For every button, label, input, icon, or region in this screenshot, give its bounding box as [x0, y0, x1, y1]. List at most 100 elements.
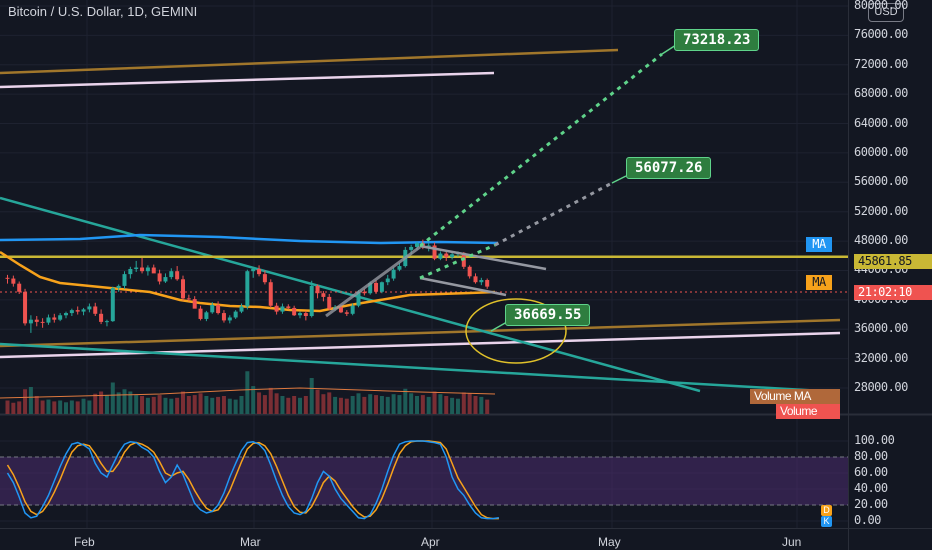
- volume-badge: Volume: [776, 404, 840, 419]
- candle-body: [46, 317, 51, 323]
- callout-pointer-high: [661, 44, 677, 55]
- projection-line-mid: [494, 181, 613, 247]
- currency-button[interactable]: USD: [868, 3, 904, 22]
- volume-ma-line: [0, 387, 496, 399]
- candle-body: [227, 317, 232, 321]
- volume-bar: [485, 399, 490, 414]
- price-tick-label: 60000.00: [854, 144, 908, 159]
- volume-bar: [181, 391, 185, 414]
- candle-body: [175, 271, 180, 280]
- price-tick-label: 36000.00: [854, 321, 908, 336]
- callout-target-high[interactable]: 73218.23: [674, 29, 760, 51]
- candle-body: [432, 245, 437, 259]
- volume-bar: [23, 389, 28, 414]
- volume-bar: [5, 400, 10, 414]
- channel-line-upper-brown: [0, 48, 619, 75]
- time-tick-label: Feb: [74, 535, 95, 549]
- candle-body: [5, 277, 10, 279]
- candle-body: [286, 306, 291, 308]
- volume-bar: [81, 398, 86, 414]
- volume-bar: [210, 397, 215, 414]
- ma-long-line: [0, 233, 499, 245]
- volume-bar: [391, 394, 396, 414]
- volume-bar: [426, 396, 431, 414]
- candle-body: [309, 285, 314, 317]
- volume-bar: [333, 396, 338, 414]
- callout-pointer-support: [490, 321, 508, 332]
- volume-bar: [192, 395, 197, 414]
- volume-bar: [455, 398, 460, 414]
- volume-bar: [233, 399, 238, 414]
- channel-line-lower-brown: [0, 318, 841, 348]
- volume-bar: [87, 400, 92, 414]
- callout-support[interactable]: 36669.55: [505, 304, 591, 326]
- oscillator-tick-label: 80.00: [854, 449, 888, 463]
- volume-bar: [315, 389, 320, 414]
- candle-body: [221, 313, 226, 321]
- volume-bar: [11, 402, 16, 414]
- candle-body: [438, 253, 443, 259]
- candle-body: [58, 315, 63, 320]
- stoch-d-badge: D: [821, 505, 832, 516]
- candle-body: [268, 282, 273, 306]
- volume-bar: [122, 389, 127, 414]
- candle-body: [186, 298, 191, 300]
- volume-bar: [145, 397, 150, 414]
- ma-orange-badge: MA: [806, 275, 832, 290]
- volume-bar: [262, 395, 267, 414]
- volume-bar: [93, 393, 98, 414]
- symbol-title[interactable]: Bitcoin / U.S. Dollar, 1D, GEMINI: [8, 4, 198, 19]
- volume-bar: [461, 392, 466, 414]
- candle-body: [379, 282, 384, 292]
- candle-body: [280, 306, 285, 312]
- channel-line-upper-pink: [0, 71, 495, 89]
- volume-bar: [99, 391, 104, 414]
- candle-body: [298, 313, 302, 316]
- volume-bar: [198, 393, 203, 414]
- volume-bar: [309, 378, 314, 414]
- candle-body: [239, 306, 244, 312]
- volume-bar: [175, 397, 180, 414]
- trend-line-descending: [0, 196, 701, 393]
- volume-bar: [52, 401, 57, 414]
- time-tick-label: Jun: [782, 535, 802, 549]
- candle-body: [368, 282, 373, 294]
- time-tick-label: Apr: [421, 535, 440, 549]
- candle-body: [338, 307, 343, 313]
- candle-body: [140, 267, 145, 272]
- candle-body: [245, 271, 250, 307]
- volume-bar: [321, 394, 326, 414]
- candle-body: [69, 310, 74, 314]
- volume-bar: [403, 388, 408, 414]
- candle-body: [75, 310, 80, 312]
- candle-body: [327, 296, 332, 309]
- volume-bar: [298, 397, 302, 414]
- volume-bar: [34, 396, 39, 414]
- volume-bar: [374, 395, 379, 414]
- candle-body: [157, 273, 162, 282]
- candle-body: [251, 268, 256, 272]
- volume-bar: [163, 397, 168, 414]
- candle-body: [391, 269, 396, 279]
- volume-bar: [128, 391, 133, 414]
- volume-bar: [415, 396, 419, 414]
- volume-bar: [432, 391, 437, 414]
- candle-body: [169, 271, 174, 278]
- candle-body: [116, 285, 121, 289]
- volume-bar: [479, 396, 484, 414]
- candle-body: [397, 266, 402, 270]
- candle-body: [110, 288, 115, 322]
- trend-line-lower: [0, 342, 841, 394]
- candle-body: [64, 313, 68, 316]
- candle-body: [385, 278, 390, 283]
- candle-body: [303, 313, 308, 317]
- candle-body: [409, 246, 414, 250]
- volume-bar: [379, 396, 384, 414]
- volume-bar: [28, 387, 33, 414]
- candle-body: [274, 305, 279, 312]
- candle-body: [344, 312, 349, 314]
- callout-target-mid[interactable]: 56077.26: [626, 157, 712, 179]
- volume-bar: [157, 395, 162, 414]
